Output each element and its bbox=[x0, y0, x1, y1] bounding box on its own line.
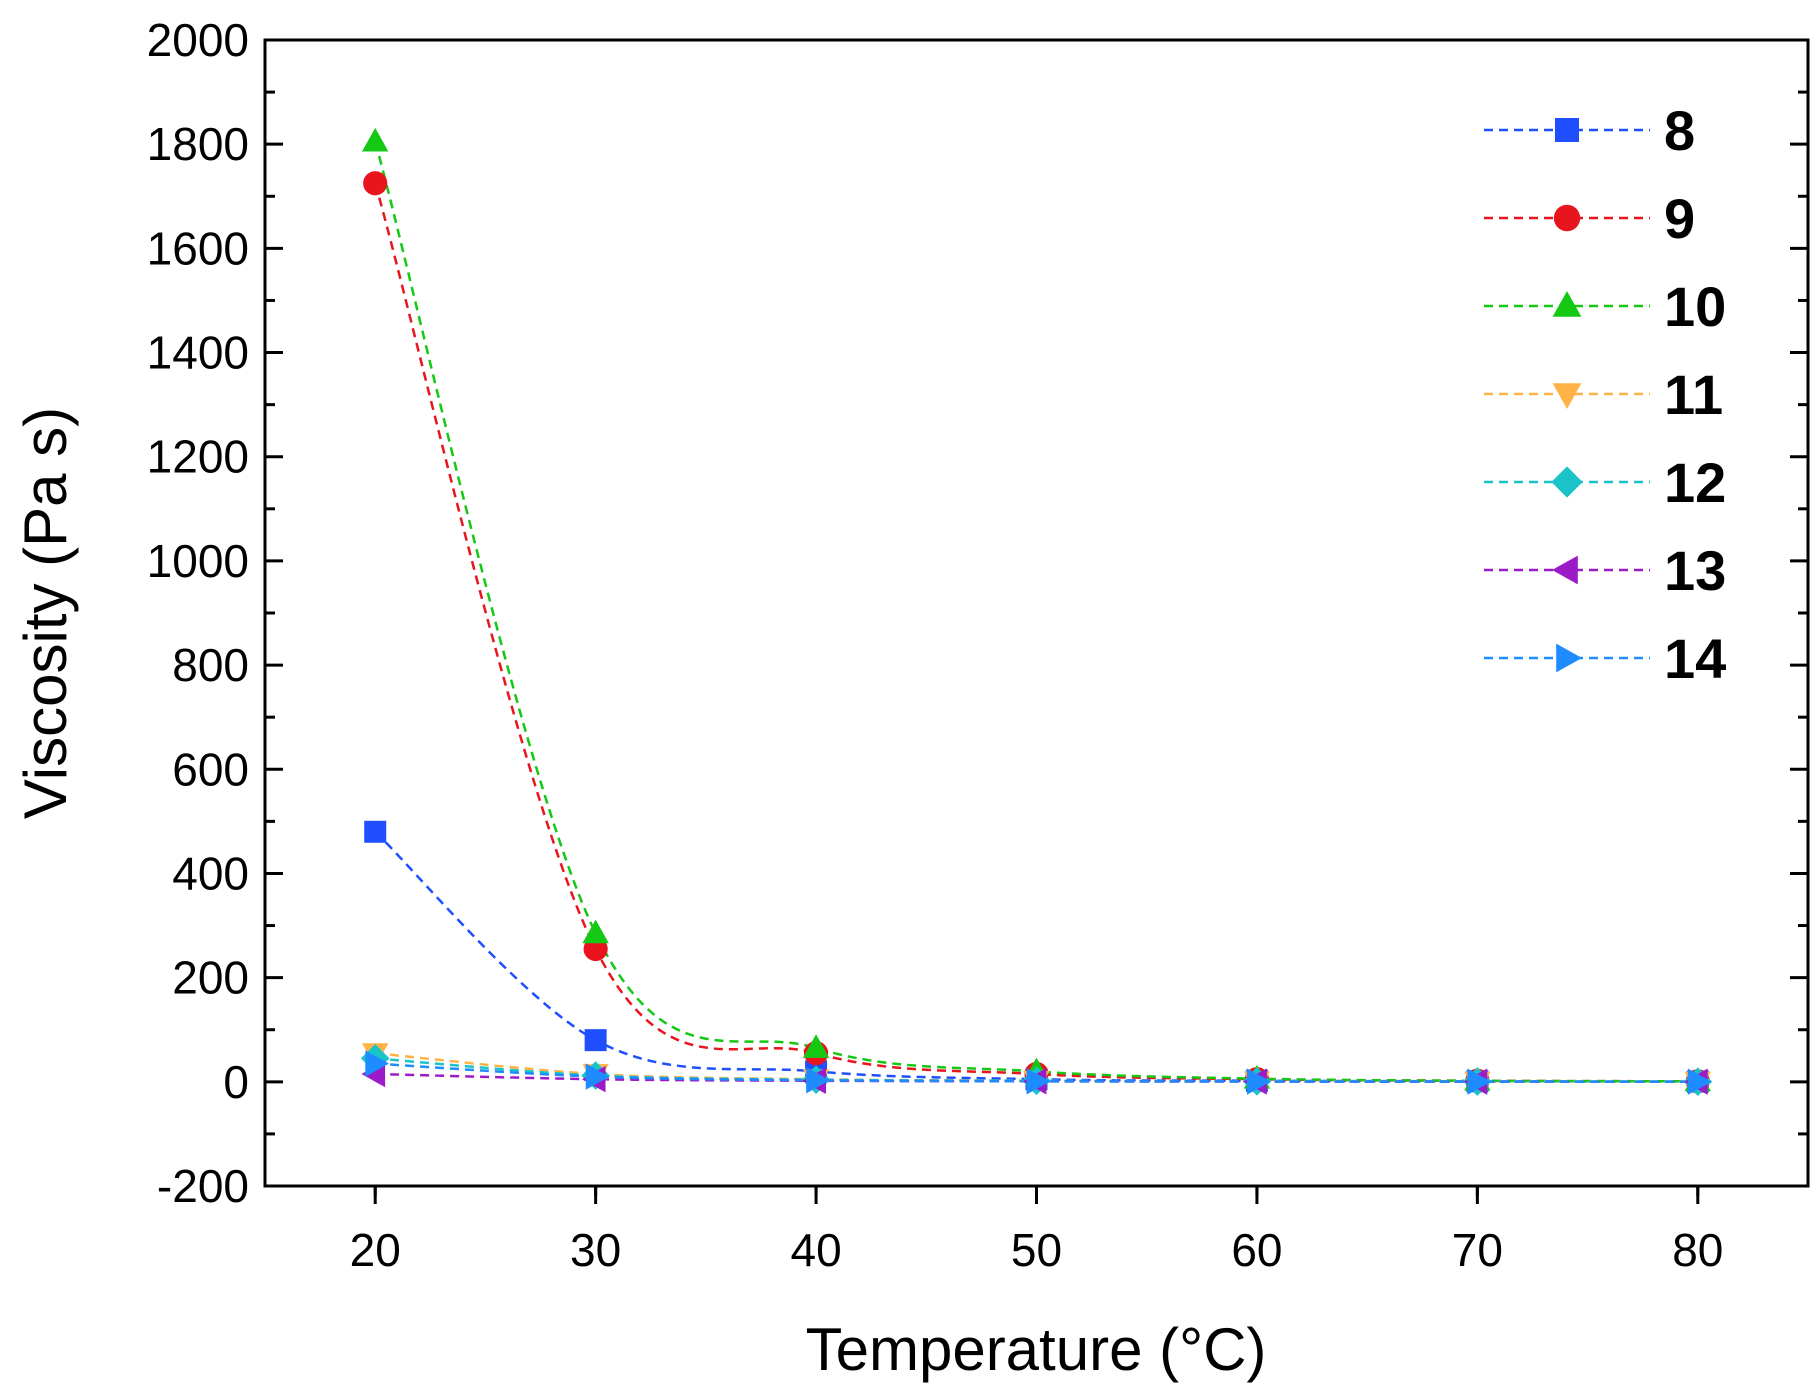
data-point-14 bbox=[1247, 1068, 1271, 1095]
y-tick-label: 1000 bbox=[147, 535, 249, 587]
legend: 8 9 10 11 12 13 14 bbox=[1484, 99, 1726, 690]
data-point-14 bbox=[585, 1063, 610, 1090]
x-tick-label: 60 bbox=[1231, 1224, 1282, 1276]
series-line-8 bbox=[374, 830, 1698, 1083]
x-tick-label: 40 bbox=[790, 1224, 841, 1276]
data-point-14 bbox=[1026, 1068, 1051, 1095]
legend-label-11: 11 bbox=[1664, 363, 1723, 426]
x-tick-label: 50 bbox=[1011, 1224, 1062, 1276]
data-point-14 bbox=[1687, 1068, 1712, 1095]
legend-marker-12 bbox=[1551, 466, 1583, 498]
y-tick-label: 0 bbox=[223, 1056, 249, 1108]
legend-label-12: 12 bbox=[1664, 451, 1726, 514]
legend-marker-13 bbox=[1552, 555, 1578, 585]
y-tick-label: 200 bbox=[172, 952, 249, 1004]
y-tick-label: 1600 bbox=[147, 222, 249, 274]
data-point-8 bbox=[584, 1029, 607, 1052]
y-axis-title: Viscosity (Pa s) bbox=[12, 407, 79, 819]
legend-marker-10 bbox=[1552, 291, 1582, 317]
series-lines bbox=[374, 141, 1698, 1083]
series-markers bbox=[360, 127, 1713, 1096]
legend-label-8: 8 bbox=[1664, 99, 1695, 162]
data-point-10 bbox=[802, 1034, 830, 1058]
y-tick-label: 800 bbox=[172, 639, 249, 691]
x-tick-label: 20 bbox=[350, 1224, 401, 1276]
x-tick-label: 80 bbox=[1672, 1224, 1723, 1276]
data-point-10 bbox=[362, 127, 389, 152]
legend-marker-8 bbox=[1555, 118, 1579, 142]
y-tick-label: 2000 bbox=[147, 14, 249, 66]
data-point-14 bbox=[1467, 1068, 1492, 1095]
x-tick-label: 30 bbox=[570, 1224, 621, 1276]
legend-label-10: 10 bbox=[1664, 275, 1726, 338]
axis-ticks: -200 0 200 400 600 800 1000 1200 1400 1600 1800 200… bbox=[147, 14, 1808, 1276]
data-point-9 bbox=[363, 171, 388, 196]
data-point-8 bbox=[364, 820, 387, 843]
y-tick-label: 600 bbox=[172, 743, 249, 795]
series-line-9 bbox=[374, 182, 1698, 1083]
y-tick-label: 1200 bbox=[147, 431, 249, 483]
x-tick-label: 70 bbox=[1452, 1224, 1503, 1276]
legend-marker-11 bbox=[1552, 383, 1582, 409]
x-axis-title: Temperature (°C) bbox=[806, 1316, 1267, 1383]
data-point-10 bbox=[582, 919, 609, 944]
legend-marker-9 bbox=[1553, 204, 1581, 232]
y-tick-label: 1400 bbox=[147, 327, 249, 379]
data-point-14 bbox=[806, 1067, 830, 1094]
legend-marker-14 bbox=[1556, 643, 1582, 673]
y-tick-label: 1800 bbox=[147, 118, 249, 170]
legend-label-14: 14 bbox=[1664, 627, 1726, 690]
y-tick-label: -200 bbox=[157, 1160, 249, 1212]
series-line-10 bbox=[374, 141, 1698, 1083]
legend-label-13: 13 bbox=[1664, 539, 1726, 602]
data-point-14 bbox=[365, 1050, 389, 1077]
legend-label-9: 9 bbox=[1664, 187, 1695, 250]
y-tick-label: 400 bbox=[172, 847, 249, 899]
